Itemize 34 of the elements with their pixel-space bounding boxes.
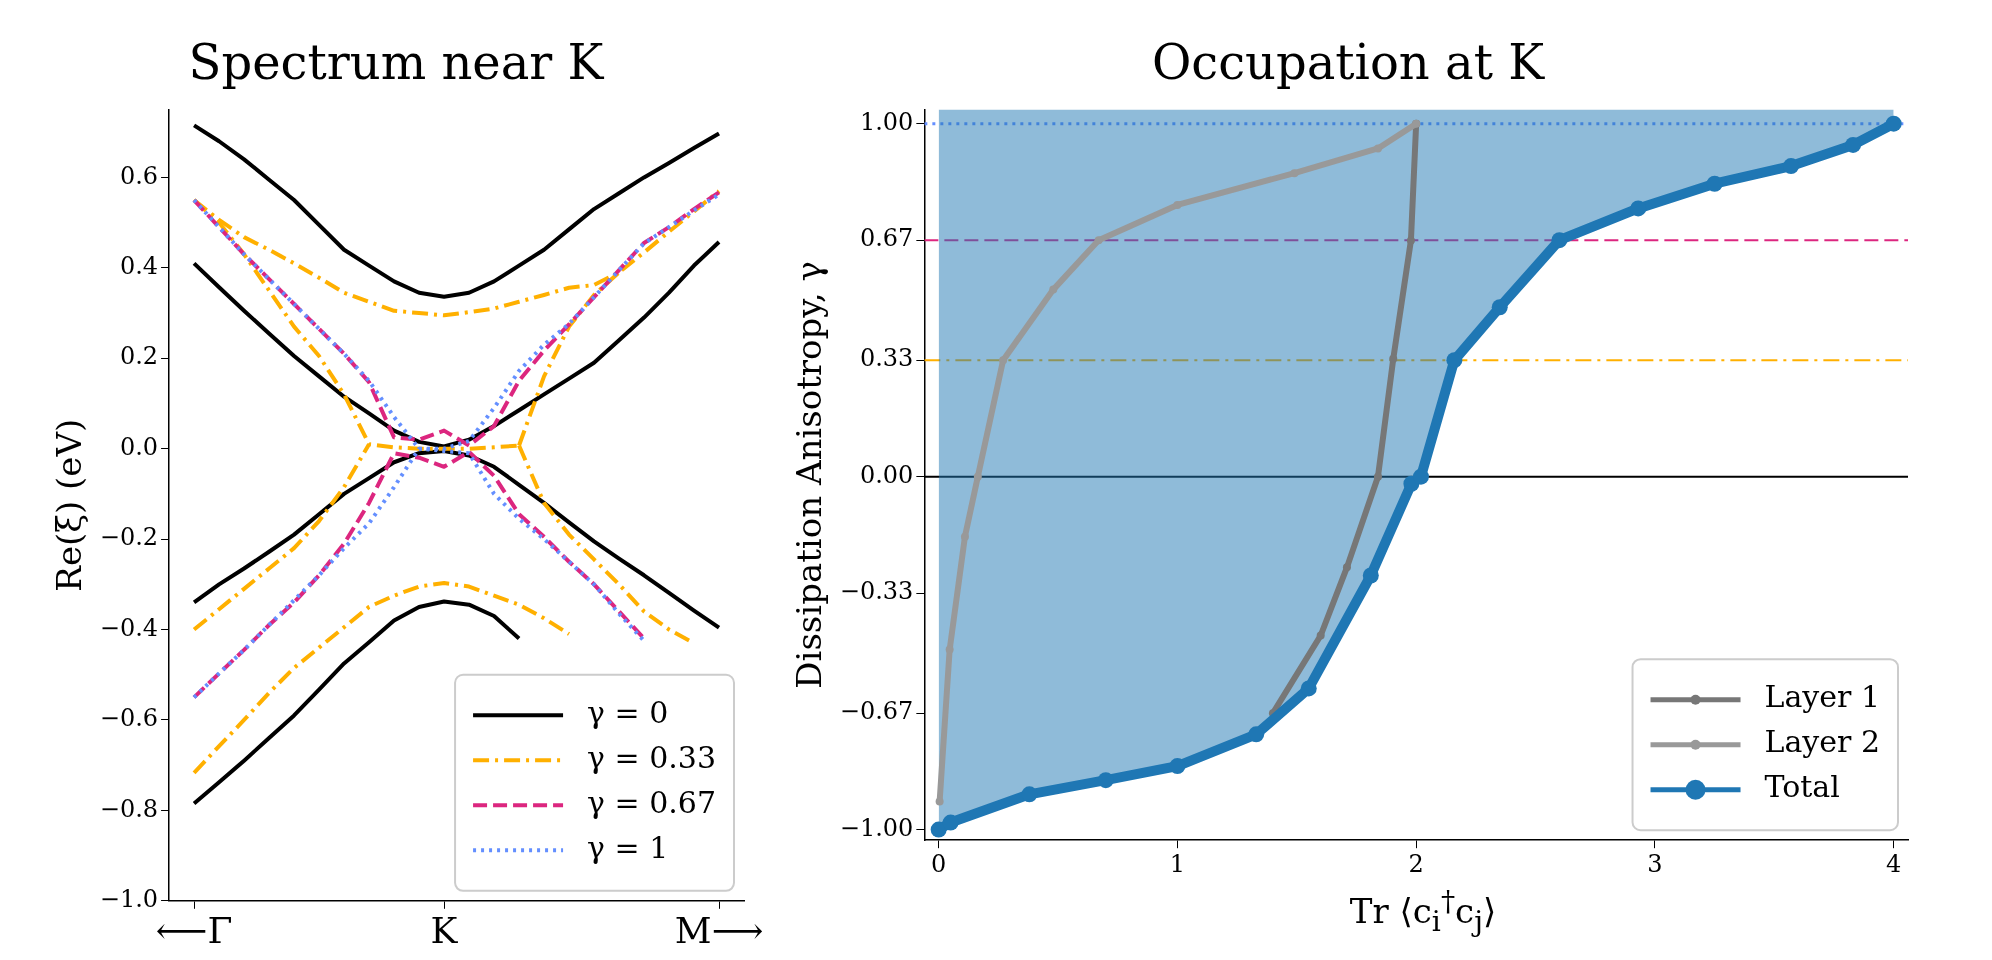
y-tick-label: −0.2 [99, 523, 159, 552]
legend-label: Layer 1 [1764, 679, 1881, 715]
y-tick-label: −1.00 [839, 813, 914, 842]
y-tick-label: −0.33 [839, 577, 914, 606]
legend-label: Total [1764, 769, 1840, 805]
x-tick-label: 2 [1408, 849, 1424, 878]
chart-title: Spectrum near K [188, 34, 605, 91]
x-axis-title: Tr ⟨c$_{i}$$^{†}$c$_{j}$⟩ [1348, 885, 1498, 939]
x-tick-label: 0 [931, 849, 947, 878]
y-tick-label: 1.00 [859, 107, 914, 136]
legend-label: γ = 1 [587, 830, 669, 866]
y-tick-label: 0.33 [859, 344, 914, 373]
y-tick-label: 0.4 [119, 252, 159, 281]
y-tick-label: −0.4 [99, 613, 159, 642]
y-tick-label: 0.67 [859, 224, 914, 253]
y-tick-label: −0.6 [99, 704, 159, 733]
y-tick-label: 0.00 [859, 460, 914, 489]
y-axis-title: Re(ξ) (eV) [49, 418, 90, 592]
legend-label: γ = 0.33 [587, 740, 716, 776]
x-tick-label: K [430, 909, 459, 951]
x-tick-label: 1 [1169, 849, 1186, 878]
legend-label: γ = 0.67 [587, 785, 716, 821]
y-tick-label: 0.6 [119, 161, 159, 190]
legend-label: Layer 2 [1764, 724, 1881, 760]
chart-title: Occupation at K [1151, 34, 1546, 91]
x-tick-label: M⟶ [674, 909, 764, 951]
y-tick-label: −0.8 [99, 794, 159, 823]
x-tick-label: 3 [1647, 849, 1663, 878]
y-tick-label: 0.2 [119, 342, 159, 371]
x-tick-label: 4 [1886, 849, 1902, 878]
y-tick-label: −0.67 [839, 697, 914, 726]
y-tick-label: 0.0 [119, 432, 159, 461]
y-axis-title: Dissipation Anisotropy, γ [789, 261, 830, 689]
legend-label: γ = 0 [587, 695, 669, 731]
